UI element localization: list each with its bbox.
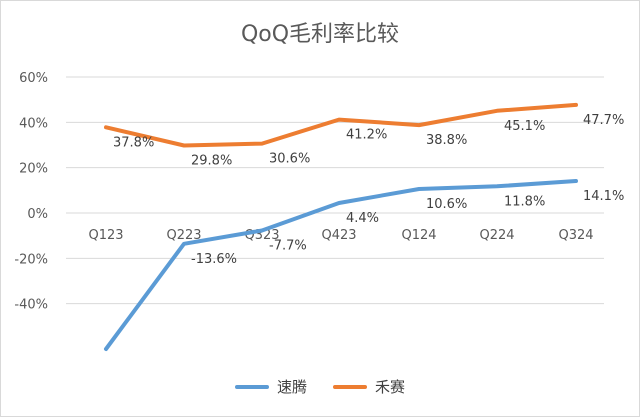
- data-label: 10.6%: [426, 197, 467, 212]
- legend-item-0: 速腾: [234, 376, 307, 397]
- data-label: 38.8%: [426, 133, 467, 148]
- x-tick-label: Q324: [558, 228, 593, 243]
- data-label: -7.7%: [269, 238, 307, 253]
- data-label: 4.4%: [346, 211, 379, 226]
- series-line-0: [104, 179, 578, 351]
- y-tick-label: 60%: [19, 71, 48, 86]
- y-tick-label: 0%: [27, 207, 48, 222]
- y-tick-label: -20%: [14, 252, 48, 267]
- legend-item-1: 禾赛: [333, 376, 405, 397]
- data-label: 41.2%: [346, 128, 387, 143]
- legend: 速腾 禾赛: [0, 376, 640, 397]
- x-axis-tick-labels: Q123 Q223 Q323 Q423 Q124 Q224 Q324: [88, 228, 593, 243]
- y-tick-label: 20%: [19, 162, 48, 177]
- y-tick-label: 40%: [19, 116, 48, 131]
- data-label: 37.8%: [113, 135, 154, 150]
- legend-swatch: [333, 384, 367, 389]
- legend-label: 禾赛: [375, 378, 406, 396]
- data-label: 47.7%: [583, 113, 624, 128]
- x-tick-label: Q223: [166, 228, 201, 243]
- data-label: -13.6%: [191, 252, 237, 267]
- y-tick-label: -40%: [14, 298, 48, 313]
- x-tick-label: Q123: [88, 228, 123, 243]
- gridlines: [66, 76, 604, 305]
- series-lines: [104, 102, 578, 351]
- data-label: 11.8%: [504, 194, 545, 209]
- x-tick-label: Q423: [321, 228, 356, 243]
- data-label: 30.6%: [269, 152, 310, 167]
- legend-swatch: [234, 384, 269, 389]
- data-label: 45.1%: [504, 119, 545, 134]
- x-tick-label: Q224: [479, 228, 514, 243]
- y-axis-tick-labels: 60% 40% 20% 0% -20% -40%: [14, 71, 48, 313]
- chart-title: QoQ毛利率比较: [240, 22, 400, 47]
- data-labels: -13.6% -7.7% 4.4% 10.6% 11.8% 14.1% 37.8% 29.8%…: [113, 113, 624, 267]
- data-label: 29.8%: [191, 153, 232, 168]
- x-tick-label: Q124: [401, 228, 436, 243]
- series-line-1: [104, 102, 578, 148]
- data-label: 14.1%: [583, 189, 624, 204]
- legend-label: 速腾: [276, 378, 307, 396]
